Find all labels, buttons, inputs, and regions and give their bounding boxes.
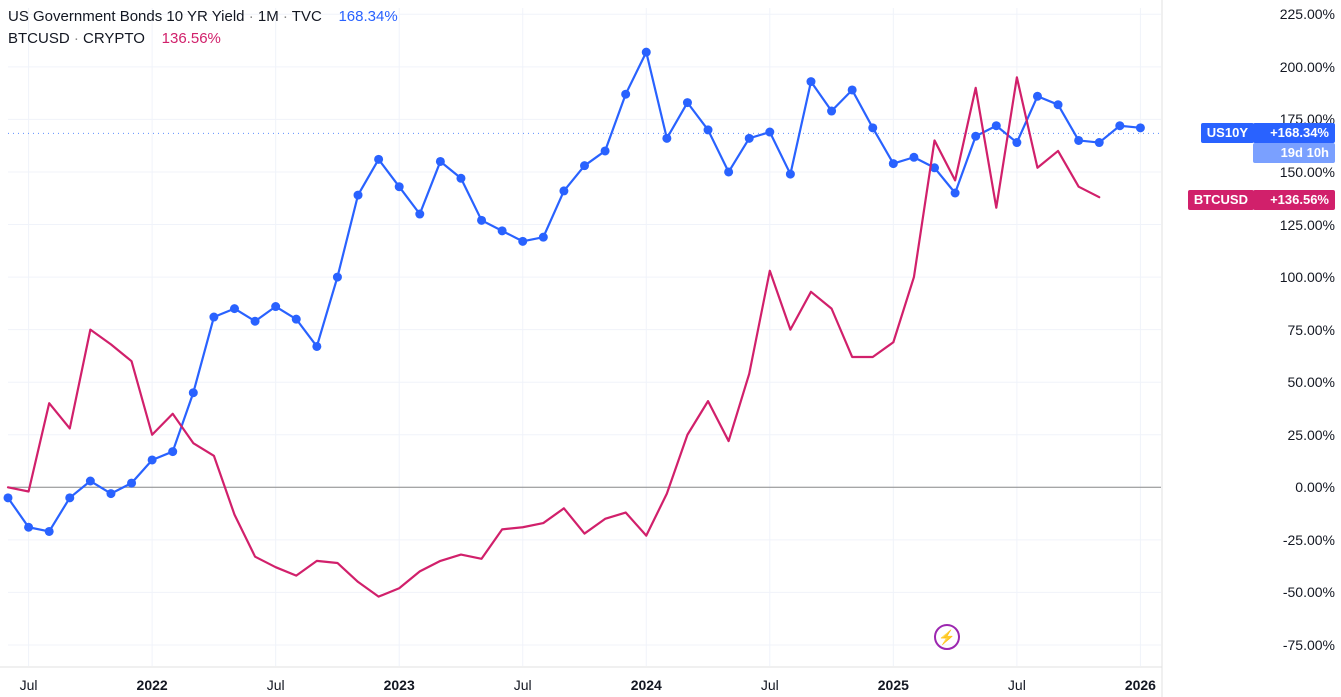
badge-us10y-value[interactable]: +168.34%: [1253, 123, 1335, 143]
legend-source: TVC: [292, 8, 322, 25]
separator-dot: ·: [74, 30, 83, 47]
y-tick-label: 50.00%: [1288, 374, 1335, 390]
chart-container: US Government Bonds 10 YR Yield · 1M · T…: [0, 0, 1341, 697]
x-tick-label: Jul: [20, 677, 38, 693]
x-tick-label: Jul: [514, 677, 532, 693]
x-tick-label: 2025: [878, 677, 909, 693]
y-tick-label: 25.00%: [1288, 427, 1335, 443]
separator-dot: ·: [283, 8, 292, 25]
flash-icon[interactable]: ⚡: [934, 624, 960, 650]
y-tick-label: 100.00%: [1280, 269, 1335, 285]
y-tick-label: -75.00%: [1283, 637, 1335, 653]
x-tick-label: 2023: [384, 677, 415, 693]
separator-dot: ·: [249, 8, 258, 25]
y-tick-label: 200.00%: [1280, 59, 1335, 75]
badge-btcusd-symbol[interactable]: BTCUSD: [1188, 190, 1254, 210]
badge-btcusd-value[interactable]: +136.56%: [1253, 190, 1335, 210]
x-tick-label: Jul: [267, 677, 285, 693]
y-tick-label: 0.00%: [1295, 479, 1335, 495]
legend-symbol: BTCUSD: [8, 30, 70, 47]
chart-legend: US Government Bonds 10 YR Yield · 1M · T…: [8, 6, 398, 50]
x-tick-label: 2022: [137, 677, 168, 693]
legend-interval: 1M: [258, 8, 279, 25]
x-tick-label: Jul: [1008, 677, 1026, 693]
chart-svg[interactable]: [0, 0, 1341, 697]
y-tick-label: 125.00%: [1280, 217, 1335, 233]
y-tick-label: -50.00%: [1283, 584, 1335, 600]
y-tick-label: 225.00%: [1280, 6, 1335, 22]
x-tick-label: 2024: [631, 677, 662, 693]
legend-row-us10y[interactable]: US Government Bonds 10 YR Yield · 1M · T…: [8, 6, 398, 28]
legend-pct-us10y: 168.34%: [338, 8, 397, 25]
badge-us10y-countdown[interactable]: 19d 10h: [1253, 143, 1335, 163]
legend-row-btcusd[interactable]: BTCUSD · CRYPTO 136.56%: [8, 28, 398, 50]
legend-pct-btc: 136.56%: [162, 30, 221, 47]
y-tick-label: 75.00%: [1288, 322, 1335, 338]
x-tick-label: Jul: [761, 677, 779, 693]
y-tick-label: -25.00%: [1283, 532, 1335, 548]
x-tick-label: 2026: [1125, 677, 1156, 693]
legend-title: US Government Bonds 10 YR Yield: [8, 8, 245, 25]
legend-source: CRYPTO: [83, 30, 145, 47]
badge-us10y-symbol[interactable]: US10Y: [1201, 123, 1254, 143]
y-tick-label: 150.00%: [1280, 164, 1335, 180]
